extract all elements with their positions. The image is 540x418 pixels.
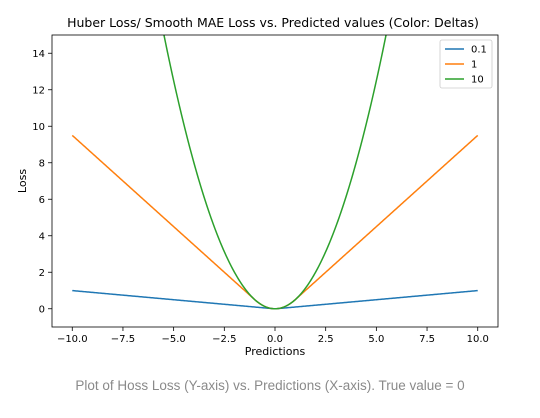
y-tick-label: 0 [39,304,45,315]
y-tick-label: 12 [32,85,45,96]
y-tick-label: 4 [39,231,45,242]
legend-label: 0.1 [471,45,487,56]
x-tick-label: −10.0 [57,334,88,345]
y-tick-label: 10 [32,122,45,133]
chart: Huber Loss/ Smooth MAE Loss vs. Predicte… [16,15,499,358]
x-tick-label: −5.0 [161,334,185,345]
y-tick-label: 6 [39,195,45,206]
y-axis-label: Loss [16,169,29,193]
legend-box [439,39,493,89]
x-axis: −10.0 −7.5 −5.0 −2.5 0.0 2.5 5.0 7.5 10.0 [57,327,489,345]
legend: 0.1 1 10 [439,39,493,89]
x-tick-label: −2.5 [212,334,236,345]
series-layer [71,35,479,310]
legend-label: 10 [471,75,484,86]
x-tick-label: 10.0 [467,334,489,345]
x-tick-label: 5.0 [368,334,384,345]
plot-frame [51,34,499,328]
x-tick-label: −7.5 [111,334,135,345]
figure-caption: Plot of Hoss Loss (Y-axis) vs. Predictio… [75,378,465,393]
y-tick-label: 8 [39,158,45,169]
chart-title: Huber Loss/ Smooth MAE Loss vs. Predicte… [67,15,479,30]
x-tick-label: 2.5 [318,334,334,345]
series-line-1 [71,134,479,310]
x-axis-label: Predictions [245,345,306,358]
series-line-10 [163,35,387,310]
y-axis: 0 2 4 6 8 10 12 14 [32,49,52,315]
series-line-0_1 [72,289,478,310]
y-tick-label: 14 [32,49,45,60]
x-tick-label: 0.0 [267,334,283,345]
legend-label: 1 [471,60,477,71]
x-tick-label: 7.5 [419,334,435,345]
y-tick-label: 2 [39,268,45,279]
